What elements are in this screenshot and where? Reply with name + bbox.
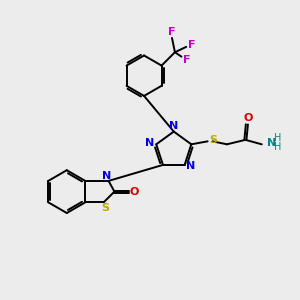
- Text: F: F: [188, 40, 195, 50]
- Text: N: N: [145, 138, 154, 148]
- Text: N: N: [186, 161, 195, 171]
- Text: H: H: [274, 142, 282, 152]
- Text: N: N: [267, 138, 276, 148]
- Text: F: F: [183, 55, 190, 64]
- Text: N: N: [169, 121, 178, 130]
- Text: H: H: [274, 134, 282, 143]
- Text: O: O: [129, 187, 139, 196]
- Text: N: N: [103, 171, 112, 181]
- Text: S: S: [210, 135, 218, 145]
- Text: S: S: [101, 203, 109, 213]
- Text: O: O: [244, 113, 253, 123]
- Text: F: F: [168, 27, 176, 37]
